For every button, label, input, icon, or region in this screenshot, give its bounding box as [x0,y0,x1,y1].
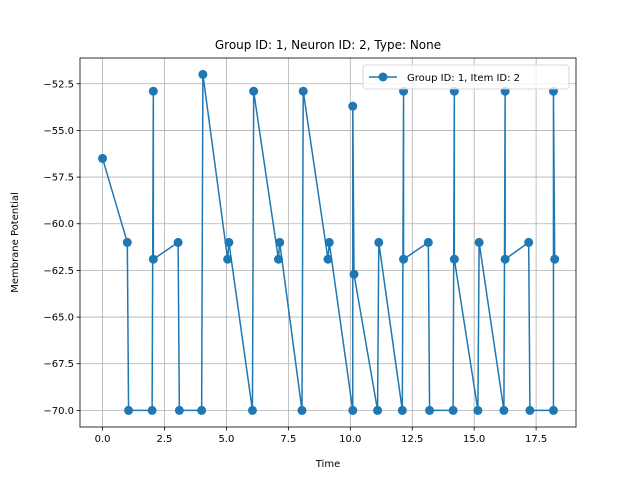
data-point [525,405,535,415]
data-point [374,237,384,247]
data-point [298,86,308,96]
data-point [148,254,158,264]
data-point [499,405,509,415]
legend-marker-swatch [378,72,388,82]
data-point [198,69,208,79]
data-point [474,237,484,247]
y-tick-label: −55.0 [43,126,74,137]
y-tick-label: −62.5 [43,266,74,277]
x-tick-label: 7.5 [280,434,296,445]
data-point [147,405,157,415]
axes-frame [79,57,577,428]
x-tick-label: 10.0 [339,434,361,445]
data-point [174,405,184,415]
chart-title: Group ID: 1, Neuron ID: 2, Type: None [215,38,441,52]
data-point [124,405,134,415]
legend-label: Group ID: 1, Item ID: 2 [407,73,520,84]
data-point [223,254,233,264]
x-tick-label: 5.0 [218,434,234,445]
data-point [148,86,158,96]
data-point [297,405,307,415]
data-point [399,254,409,264]
data-point [324,237,334,247]
y-tick-label: −60.0 [43,219,74,230]
x-tick-label: 2.5 [157,434,173,445]
x-tick-label: 12.5 [401,434,423,445]
data-point [500,254,510,264]
y-tick-label: −52.5 [43,79,74,90]
data-point [348,101,358,111]
data-point [275,237,285,247]
data-point [349,269,359,279]
data-point [98,153,108,163]
grid-lines [80,58,576,427]
data-point [550,254,560,264]
x-tick-label: 15.0 [463,434,485,445]
data-point [524,237,534,247]
y-tick-label: −70.0 [43,406,74,417]
data-point [197,405,207,415]
data-point [449,254,459,264]
data-point [323,254,333,264]
y-tick-label: −65.0 [43,313,74,324]
x-axis-label: Time [315,459,340,470]
data-point [473,405,483,415]
x-tick-label: 17.5 [525,434,547,445]
data-point [122,237,132,247]
data-point [273,254,283,264]
data-point [397,405,407,415]
data-point [224,237,234,247]
data-point [448,405,458,415]
data-point [373,405,383,415]
legend-box [362,64,570,90]
data-point [548,405,558,415]
data-point [425,405,435,415]
data-point [348,405,358,415]
data-point [249,86,259,96]
y-tick-label: −57.5 [43,173,74,184]
x-tick-label: 0.0 [95,434,111,445]
y-axis-label: Membrane Potential [10,192,21,293]
data-point [423,237,433,247]
legend: Group ID: 1, Item ID: 2 [362,64,570,90]
axis-ticks: 0.0 2.5 5.0 7.5 10.0 12.5 15.0 17.5 −52.5 −55.0 −5… [43,79,547,445]
data-point [247,405,257,415]
y-tick-label: −67.5 [43,359,74,370]
data-point [173,237,183,247]
